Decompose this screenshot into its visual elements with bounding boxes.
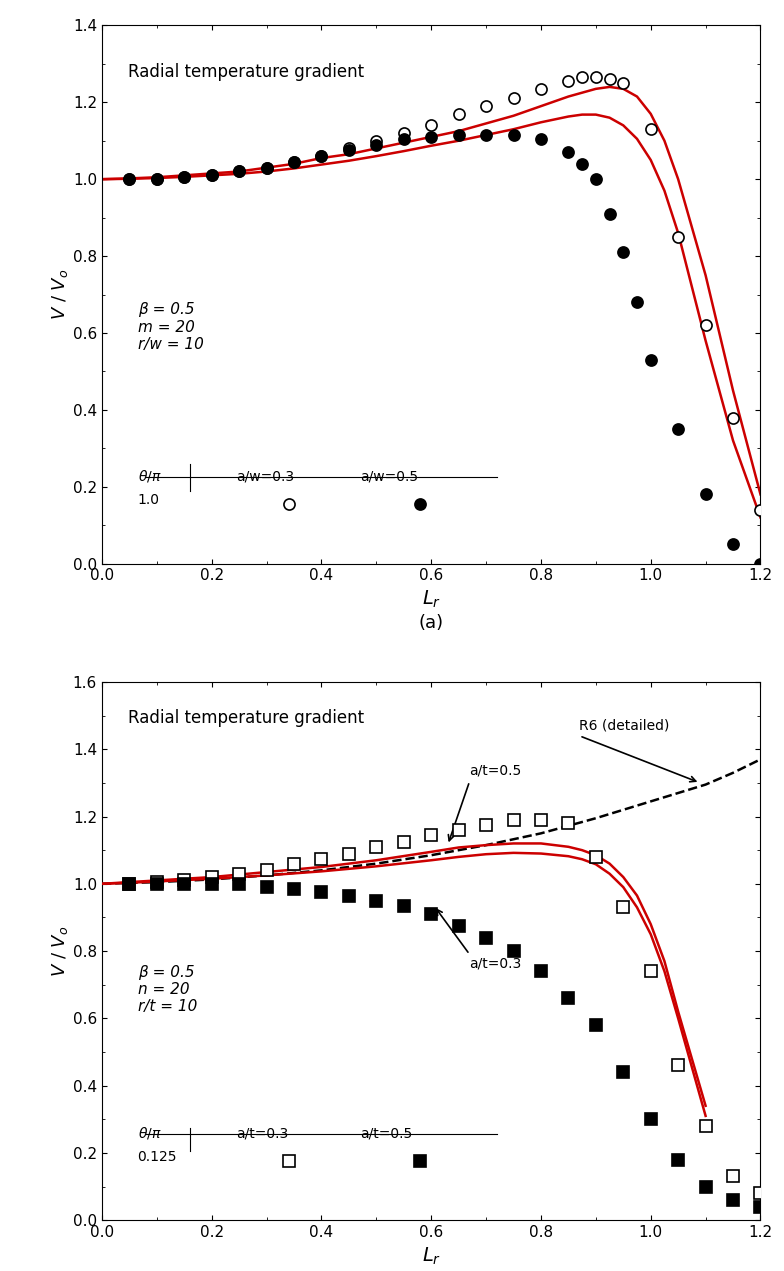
Y-axis label: $V$ / $V_{o}$: $V$ / $V_{o}$ — [50, 925, 70, 976]
Text: a/t=0.3: a/t=0.3 — [237, 1127, 289, 1141]
Text: a/t=0.5: a/t=0.5 — [470, 764, 522, 778]
X-axis label: $L_r$: $L_r$ — [422, 588, 441, 610]
Text: $\theta/\pi$: $\theta/\pi$ — [138, 1125, 162, 1141]
Text: β = 0.5
m = 20
r/w = 10: β = 0.5 m = 20 r/w = 10 — [138, 302, 204, 352]
Text: a/w=0.5: a/w=0.5 — [360, 470, 418, 484]
Text: β = 0.5
n = 20
r/t = 10: β = 0.5 n = 20 r/t = 10 — [138, 965, 197, 1014]
Text: a/w=0.3: a/w=0.3 — [237, 470, 295, 484]
Text: Radial temperature gradient: Radial temperature gradient — [129, 709, 365, 727]
Text: Radial temperature gradient: Radial temperature gradient — [129, 64, 365, 81]
Text: (a): (a) — [419, 614, 444, 632]
Y-axis label: $V$ / $V_{o}$: $V$ / $V_{o}$ — [50, 269, 70, 320]
Text: 0.125: 0.125 — [138, 1150, 177, 1164]
Text: R6 (detailed): R6 (detailed) — [579, 718, 670, 732]
Text: a/t=0.5: a/t=0.5 — [360, 1127, 412, 1141]
Text: 1.0: 1.0 — [138, 493, 160, 507]
Text: a/t=0.3: a/t=0.3 — [470, 957, 522, 971]
Text: $\theta/\pi$: $\theta/\pi$ — [138, 469, 162, 484]
X-axis label: $L_r$: $L_r$ — [422, 1246, 441, 1267]
